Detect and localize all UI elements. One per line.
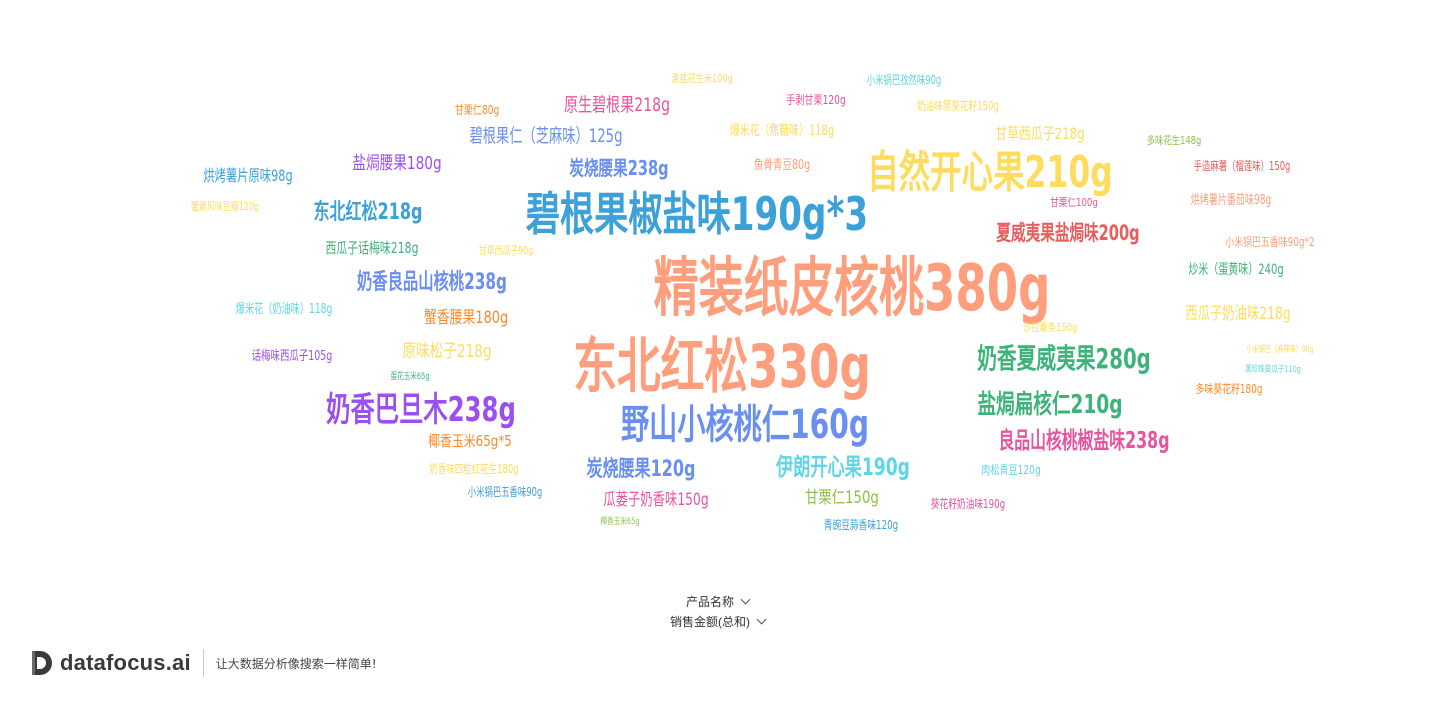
brand-footer: datafocus.ai 让大数据分析像搜索一样简单! <box>30 648 377 678</box>
word-cloud-word[interactable]: 小米锅巴五香味90g <box>468 484 542 499</box>
word-cloud-word[interactable]: 淮盐花生米100g <box>671 71 732 85</box>
word-cloud-word[interactable]: 椰香玉米65g*5 <box>428 432 512 450</box>
word-cloud-word[interactable]: 精装纸皮核桃380g <box>654 252 1051 326</box>
word-cloud-word[interactable]: 手剥甘栗120g <box>786 93 846 107</box>
word-cloud-word[interactable]: 多味葵花籽180g <box>1196 381 1263 396</box>
word-cloud-word[interactable]: 奶香良品山核桃238g <box>357 269 507 295</box>
word-cloud-word[interactable]: 盐焗扁核仁210g <box>977 389 1122 420</box>
word-cloud-word[interactable]: 西瓜子话梅味218g <box>326 239 419 257</box>
word-cloud-word[interactable]: 葵花籽奶油味190g <box>931 496 1005 511</box>
word-cloud-word[interactable]: 肉松青豆120g <box>981 463 1041 477</box>
word-cloud-word[interactable]: 蟹黄风味豆瓣120g <box>191 199 259 213</box>
word-cloud-word[interactable]: 甘草西瓜子90g <box>479 244 534 257</box>
word-cloud-word[interactable]: 炭烧腰果238g <box>569 156 668 180</box>
brand-name: datafocus.ai <box>60 650 191 675</box>
word-cloud-word[interactable]: 甘栗仁80g <box>455 103 500 117</box>
word-cloud-word[interactable]: 话梅味西瓜子105g <box>252 349 333 364</box>
datafocus-logo-icon <box>32 651 52 675</box>
word-cloud-word[interactable]: 小米锅巴（麻辣味）90g <box>1247 343 1314 355</box>
chevron-down-icon[interactable] <box>740 594 751 605</box>
word-cloud-word[interactable]: 小米锅巴五香味90g*2 <box>1225 234 1314 249</box>
measure-selector[interactable]: 销售金额(总和) <box>0 613 1435 630</box>
word-cloud-word[interactable]: 东北红松218g <box>313 199 422 225</box>
word-cloud-word[interactable]: 碧根果仁（芝麻味）125g <box>469 125 622 147</box>
measure-label[interactable]: 销售金额(总和) <box>670 615 750 629</box>
word-cloud-word[interactable]: 奶油味黑葵花籽150g <box>917 98 999 113</box>
word-cloud-word[interactable]: 烘烤薯片原味98g <box>203 166 292 185</box>
word-cloud-word[interactable]: 原生碧根果218g <box>564 94 670 116</box>
dimension-selector[interactable]: 产品名称 <box>0 593 1435 610</box>
word-cloud-word[interactable]: 西瓜子奶油味218g <box>1185 304 1290 324</box>
word-cloud-word[interactable]: 原味松子218g <box>402 341 491 362</box>
word-cloud-word[interactable]: 烘烤薯片番茄味98g <box>1191 193 1272 208</box>
word-cloud-word[interactable]: 甘栗仁150g <box>805 488 879 508</box>
word-cloud-word[interactable]: 盐焗腰果180g <box>352 153 441 174</box>
word-cloud-word[interactable]: 爆米花（焦糖味）118g <box>730 123 834 139</box>
word-cloud-word[interactable]: 蟹香腰果180g <box>424 308 508 328</box>
word-cloud-word[interactable]: 奶香夏威夷果280g <box>977 342 1151 375</box>
brand-slogan: 让大数据分析像搜索一样简单! <box>215 656 377 671</box>
word-cloud-word[interactable]: 自然开心果210g <box>867 147 1113 198</box>
word-cloud-word[interactable]: 良品山核桃椒盐味238g <box>998 427 1169 454</box>
brand-divider <box>202 649 204 677</box>
word-cloud-word[interactable]: 东北红松330g <box>573 332 871 402</box>
word-cloud-word[interactable]: 碧根果椒盐味190g*3 <box>526 187 868 241</box>
word-cloud-word[interactable]: 炭烧腰果120g <box>586 456 695 482</box>
word-cloud-word[interactable]: 伊朗开心果190g <box>775 453 910 481</box>
dimension-label[interactable]: 产品名称 <box>685 595 734 609</box>
word-cloud-word[interactable]: 手造麻薯（榴莲味）150g <box>1194 158 1291 173</box>
word-cloud-word[interactable]: 奶香味四粒红花生180g <box>429 461 518 476</box>
word-cloud-word[interactable]: 黑珍珠葵瓜子110g <box>1245 363 1301 375</box>
word-cloud-word[interactable]: 椰香玉米65g <box>600 515 639 527</box>
word-cloud-word[interactable]: 多味花生148g <box>1147 133 1202 147</box>
word-cloud-word[interactable]: 夏威夷果盐焗味200g <box>996 221 1139 245</box>
word-cloud-word[interactable]: 炒米（蛋黄味）240g <box>1188 261 1284 278</box>
word-cloud-word[interactable]: 瓜蒌子奶香味150g <box>603 490 708 510</box>
chevron-down-icon[interactable] <box>756 614 767 625</box>
word-cloud-word[interactable]: 蛋花玉米65g <box>390 370 429 382</box>
word-cloud-word[interactable]: 沙拉薯条150g <box>1023 320 1078 334</box>
word-cloud-word[interactable]: 奶香巴旦木238g <box>326 390 516 430</box>
word-cloud-word[interactable]: 野山小核桃仁160g <box>621 402 869 448</box>
word-cloud-word[interactable]: 青豌豆蒜香味120g <box>824 517 898 532</box>
word-cloud-word[interactable]: 甘栗仁100g <box>1050 196 1098 209</box>
word-cloud-word[interactable]: 小米锅巴孜然味90g <box>867 72 941 87</box>
word-cloud-word[interactable]: 鱼骨青豆80g <box>754 157 810 173</box>
word-cloud-word[interactable]: 甘草西瓜子218g <box>995 124 1084 143</box>
word-cloud-word[interactable]: 爆米花（奶油味）118g <box>236 301 333 317</box>
